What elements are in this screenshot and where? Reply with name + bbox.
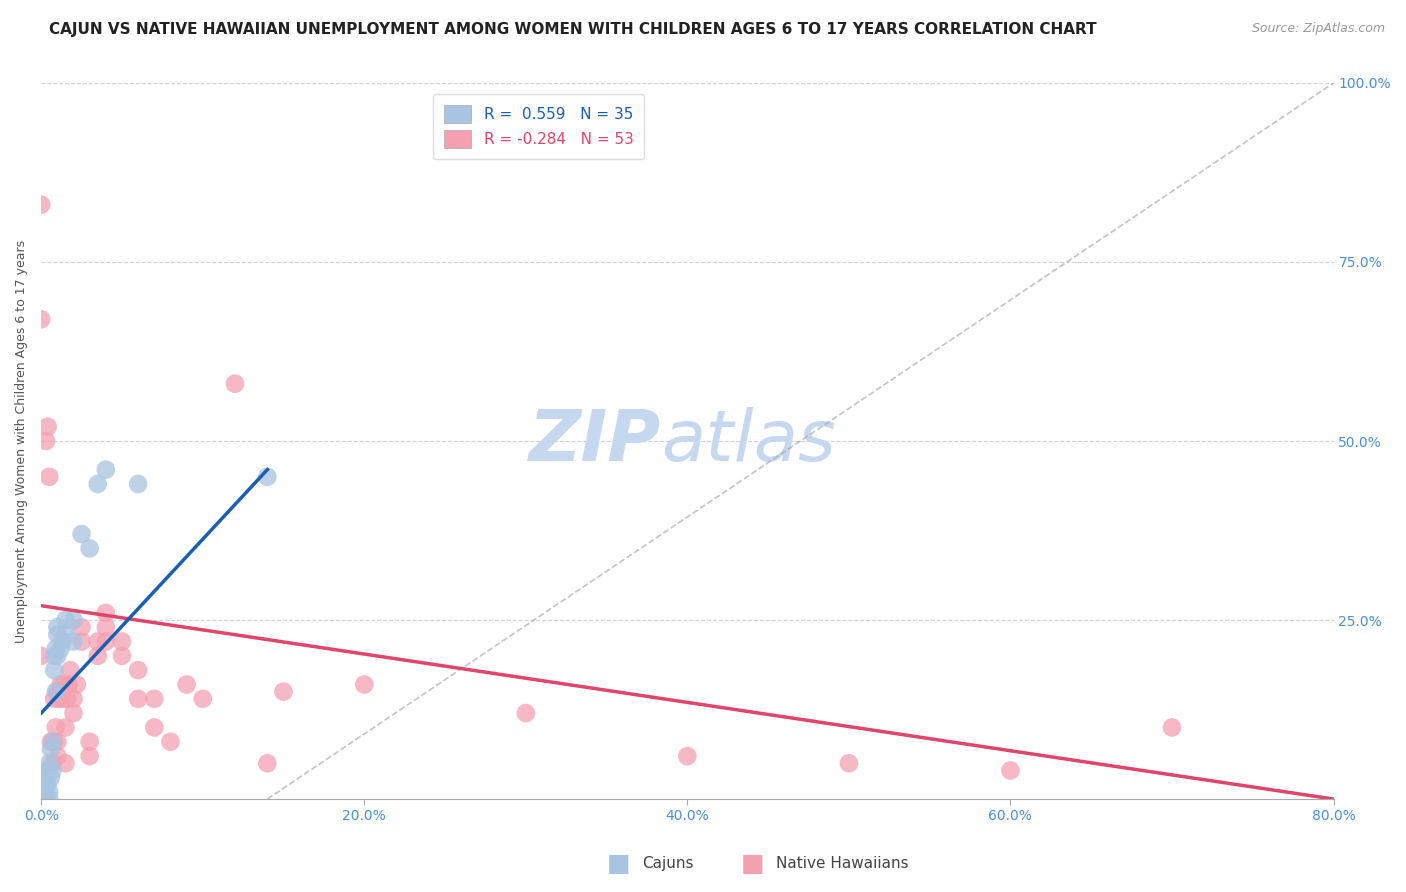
Point <box>42 648 65 663</box>
Point <box>62 691 84 706</box>
Point <box>256 756 278 771</box>
Point <box>676 749 699 764</box>
Point <box>58 677 80 691</box>
Point <box>55 721 77 735</box>
Point <box>59 663 82 677</box>
Point <box>42 663 65 677</box>
Point <box>46 627 69 641</box>
Point <box>94 620 117 634</box>
Point <box>273 684 295 698</box>
Text: Cajuns: Cajuns <box>643 856 695 871</box>
Point <box>224 376 246 391</box>
Point <box>46 648 69 663</box>
Point <box>46 749 69 764</box>
Point <box>127 477 149 491</box>
Point <box>41 756 63 771</box>
Point <box>127 691 149 706</box>
Point <box>66 677 89 691</box>
Text: ■: ■ <box>607 852 630 875</box>
Point <box>46 735 69 749</box>
Point <box>30 197 52 211</box>
Text: CAJUN VS NATIVE HAWAIIAN UNEMPLOYMENT AMONG WOMEN WITH CHILDREN AGES 6 TO 17 YEA: CAJUN VS NATIVE HAWAIIAN UNEMPLOYMENT AM… <box>49 22 1097 37</box>
Point <box>30 785 52 799</box>
Point <box>70 527 93 541</box>
Point <box>70 634 93 648</box>
Text: Source: ZipAtlas.com: Source: ZipAtlas.com <box>1251 22 1385 36</box>
Point <box>143 691 166 706</box>
Point <box>87 477 110 491</box>
Point <box>56 691 79 706</box>
Point <box>51 691 73 706</box>
Point <box>62 706 84 720</box>
Point <box>42 735 65 749</box>
Point <box>38 756 60 771</box>
Point <box>79 541 101 556</box>
Point <box>94 606 117 620</box>
Point <box>159 735 181 749</box>
Point <box>55 613 77 627</box>
Text: Native Hawaiians: Native Hawaiians <box>776 856 908 871</box>
Point <box>48 691 70 706</box>
Point <box>46 684 69 698</box>
Point <box>45 721 67 735</box>
Point <box>62 634 84 648</box>
Legend: R =  0.559   N = 35, R = -0.284   N = 53: R = 0.559 N = 35, R = -0.284 N = 53 <box>433 95 644 159</box>
Point <box>37 764 59 778</box>
Point <box>55 756 77 771</box>
Point <box>35 792 58 806</box>
Point <box>49 677 72 691</box>
Point <box>94 634 117 648</box>
Point <box>1161 721 1184 735</box>
Point <box>87 634 110 648</box>
Point <box>35 771 58 785</box>
Point <box>256 470 278 484</box>
Point <box>70 620 93 634</box>
Point <box>30 312 52 326</box>
Point <box>1000 764 1022 778</box>
Point <box>49 641 72 656</box>
Point <box>30 771 52 785</box>
Point <box>38 792 60 806</box>
Point <box>52 677 75 691</box>
Point <box>111 648 134 663</box>
Point <box>35 785 58 799</box>
Point <box>41 735 63 749</box>
Point <box>41 764 63 778</box>
Point <box>111 634 134 648</box>
Point <box>79 735 101 749</box>
Text: atlas: atlas <box>661 407 837 475</box>
Point <box>838 756 860 771</box>
Point <box>38 785 60 799</box>
Point <box>45 641 67 656</box>
Point <box>46 620 69 634</box>
Text: ZIP: ZIP <box>529 407 661 475</box>
Point <box>127 663 149 677</box>
Point <box>30 792 52 806</box>
Point <box>87 648 110 663</box>
Point <box>79 749 101 764</box>
Point <box>42 691 65 706</box>
Point <box>37 778 59 792</box>
Point <box>353 677 375 691</box>
Point <box>51 634 73 648</box>
Point <box>38 470 60 484</box>
Point <box>191 691 214 706</box>
Point <box>45 684 67 698</box>
Point <box>94 463 117 477</box>
Y-axis label: Unemployment Among Women with Children Ages 6 to 17 years: Unemployment Among Women with Children A… <box>15 239 28 642</box>
Point <box>55 627 77 641</box>
Point <box>37 419 59 434</box>
Point <box>515 706 537 720</box>
Point <box>35 434 58 448</box>
Point <box>176 677 198 691</box>
Point <box>39 742 62 756</box>
Point <box>30 778 52 792</box>
Point <box>39 735 62 749</box>
Point <box>143 721 166 735</box>
Point <box>62 613 84 627</box>
Point <box>39 771 62 785</box>
Point <box>30 648 52 663</box>
Text: ■: ■ <box>741 852 763 875</box>
